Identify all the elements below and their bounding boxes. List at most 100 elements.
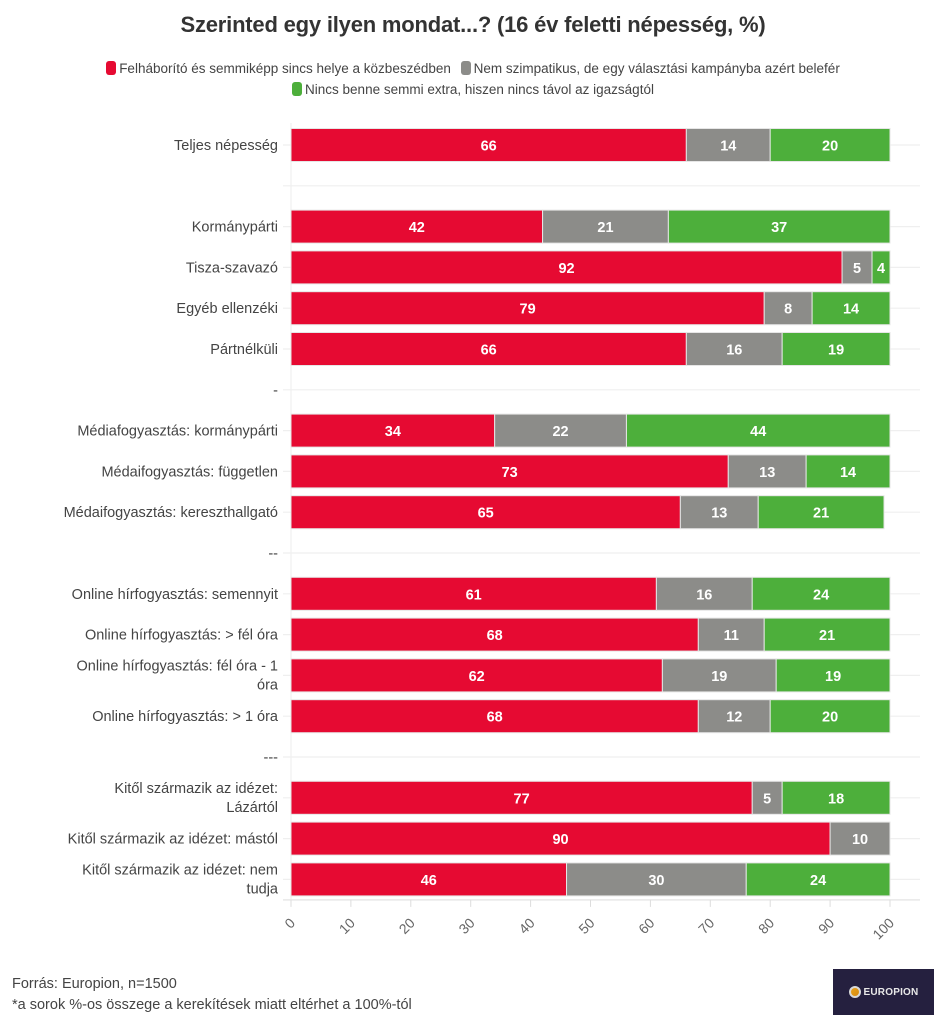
data-label: 77 [514, 791, 530, 807]
y-axis-labels: Teljes népesség Kormánypárti Tisza-szavazó… [64, 138, 279, 897]
bar-segment[interactable] [751, 780, 783, 815]
data-label: 37 [771, 220, 787, 236]
bar-segment[interactable] [763, 617, 891, 652]
data-label: 12 [726, 710, 742, 726]
category-label: Médiafogyasztás: kormánypárti [77, 424, 278, 440]
bar-segment[interactable] [290, 454, 729, 489]
chart-title: Szerinted egy ilyen mondat...? (16 év fe… [180, 12, 766, 37]
bar-segment[interactable] [290, 576, 657, 611]
data-label: 68 [487, 710, 503, 726]
category-label: Médaifogyasztás: független [101, 464, 278, 480]
data-label: 73 [502, 465, 518, 481]
bar-segment[interactable] [811, 291, 891, 326]
category-label: Tisza-szavazó [186, 260, 278, 276]
bar-segment[interactable] [625, 413, 891, 448]
bar-segment[interactable] [290, 862, 568, 897]
bar-segment[interactable] [841, 250, 873, 285]
bar-segment[interactable] [661, 658, 777, 693]
bar-segment[interactable] [290, 332, 687, 366]
category-label: Egyéb ellenzéki [176, 301, 278, 317]
data-label: 62 [469, 669, 485, 685]
category-label: Online hírfogyasztás: > fél óra [85, 628, 279, 644]
data-label: 13 [711, 506, 727, 522]
data-label: 5 [763, 791, 771, 807]
x-tick-label: 80 [755, 915, 777, 937]
logo-icon [848, 986, 861, 998]
data-label: 21 [819, 628, 835, 644]
bar-segment[interactable] [775, 658, 891, 693]
x-tick-label: 0 [281, 915, 298, 932]
bar-segment[interactable] [679, 495, 759, 530]
bar-segment[interactable] [697, 699, 771, 734]
bar-segment[interactable] [290, 617, 699, 652]
data-label: 8 [784, 302, 792, 318]
data-label: 16 [726, 343, 742, 359]
category-label: Pártnélküli [210, 342, 278, 358]
europion-logo: EUROPION [833, 969, 934, 1015]
bar-segment[interactable] [290, 780, 753, 815]
data-label: 90 [552, 832, 568, 848]
category-label: Kitől származik az idézet: Lázártól [114, 781, 278, 816]
category-label-line: Kitől származik az idézet: [114, 781, 278, 797]
x-tick-label: 70 [695, 915, 717, 937]
legend-item-nothing-extra[interactable]: Nincs benne semmi extra, hiszen nincs tá… [292, 79, 654, 100]
x-tick-label: 10 [336, 915, 358, 937]
legend-swatch-green [292, 82, 303, 96]
bar-segment[interactable] [751, 576, 891, 611]
data-label: 24 [813, 587, 829, 603]
data-label: 20 [822, 139, 838, 155]
bar-segment[interactable] [805, 454, 891, 489]
data-label: 68 [487, 628, 503, 644]
bar-segment[interactable] [290, 495, 681, 530]
bar-segment[interactable] [685, 128, 771, 162]
bar-segment[interactable] [290, 209, 544, 244]
category-label: Online hírfogyasztás: > 1 óra [92, 709, 279, 725]
data-label: 34 [385, 424, 401, 440]
legend-item-outrageous[interactable]: Felháborító és semmiképp sincs helye a k… [106, 58, 451, 79]
data-label: 13 [759, 465, 775, 481]
category-label: Médaifogyasztás: kereszthallgató [64, 505, 278, 521]
bar-segment[interactable] [290, 128, 687, 162]
legend-item-unsympathetic[interactable]: Nem szimpatikus, de egy választási kampá… [460, 58, 840, 79]
data-label: 92 [558, 261, 574, 277]
bar-segment[interactable] [769, 128, 891, 162]
x-tick-label: 40 [515, 915, 537, 937]
bar-segment[interactable] [871, 250, 891, 285]
x-tick-label: 20 [396, 915, 418, 937]
data-label: 65 [478, 506, 494, 522]
bar-segment[interactable] [290, 250, 843, 285]
legend-label: Nincs benne semmi extra, hiszen nincs tá… [305, 82, 654, 97]
x-tick-label: 60 [635, 915, 657, 937]
data-label: 42 [409, 220, 425, 236]
bar-segment[interactable] [781, 332, 891, 366]
data-label: 19 [828, 343, 844, 359]
category-label-line: Lázártól [226, 800, 278, 816]
data-label: 20 [822, 710, 838, 726]
bar-segment[interactable] [290, 658, 663, 693]
x-tick-label: 30 [455, 915, 477, 937]
category-label-line: Kitől származik az idézet: nem [82, 862, 278, 878]
legend: Felháborító és semmiképp sincs helye a k… [20, 58, 926, 100]
source-note: Forrás: Europion, n=1500 [12, 976, 177, 992]
bar-segment[interactable] [781, 780, 891, 815]
bar-segment[interactable] [745, 862, 891, 897]
data-label: 5 [853, 261, 861, 277]
bar-segment[interactable] [667, 209, 891, 244]
x-tick-label: 50 [575, 915, 597, 937]
category-label-line: Online hírfogyasztás: fél óra - 1 [77, 658, 279, 674]
data-label: 79 [520, 302, 536, 318]
data-label: 30 [648, 873, 664, 889]
bar-segment[interactable] [769, 699, 891, 734]
data-label: 4 [877, 261, 885, 277]
bar-segment[interactable] [542, 209, 669, 244]
category-label: Online hírfogyasztás: fél óra - 1 óra [77, 658, 279, 693]
legend-swatch-red [106, 61, 117, 75]
bar-segment[interactable] [829, 821, 891, 856]
bar-segment[interactable] [290, 413, 496, 448]
bar-segment[interactable] [757, 495, 885, 530]
data-label: 21 [597, 220, 613, 236]
bar-segment[interactable] [655, 576, 753, 611]
bar-segment[interactable] [290, 821, 831, 856]
